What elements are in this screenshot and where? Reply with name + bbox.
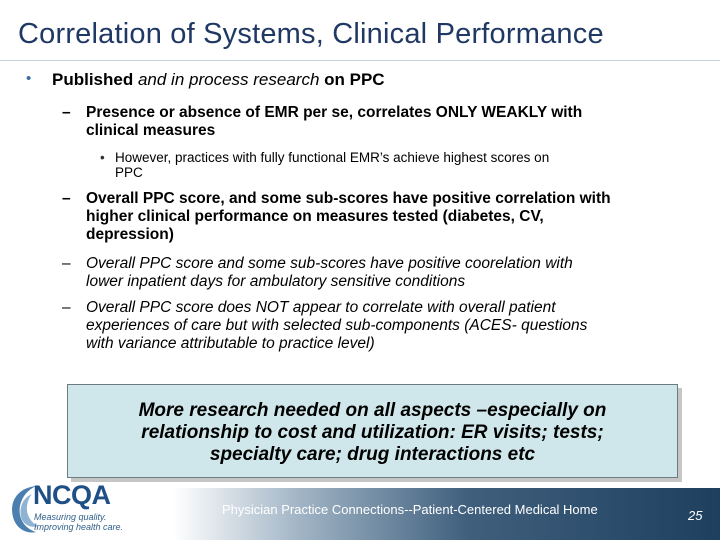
bullet-dot: •: [26, 70, 32, 87]
bullet-text: Published and in process research on PPC: [52, 70, 385, 90]
line: Overall PPC score and some sub-scores ha…: [86, 255, 573, 272]
dash-marker: –: [62, 104, 71, 121]
page-number: 25: [688, 508, 703, 523]
callout-text: More research needed on all aspects –esp…: [68, 400, 677, 466]
line: clinical measures: [86, 122, 216, 139]
footer-text: Physician Practice Connections--Patient-…: [222, 502, 598, 517]
subbullet-text: Overall PPC score, and some sub-scores h…: [86, 190, 686, 244]
line: Overall PPC score, and some sub-scores h…: [86, 190, 611, 207]
title-divider: [0, 60, 720, 61]
line: experiences of care but with selected su…: [86, 317, 588, 334]
line: higher clinical performance on measures …: [86, 208, 544, 225]
logo-wordmark: NCQA: [33, 480, 111, 510]
slide-title: Correlation of Systems, Clinical Perform…: [18, 18, 604, 50]
line: Overall PPC score does NOT appear to cor…: [86, 299, 556, 316]
ncqa-logo: NCQA Measuring quality. Improving health…: [6, 480, 126, 538]
line: However, practices with fully functional…: [115, 150, 550, 165]
logo-tagline-1: Measuring quality.: [34, 512, 107, 522]
bullet-text-part1: Published: [52, 70, 138, 89]
dash-marker: –: [62, 255, 71, 272]
line: PPC: [115, 165, 143, 180]
bullet-text-part3: on PPC: [324, 70, 385, 89]
line: Presence or absence of EMR per se, corre…: [86, 104, 583, 121]
subsub-dot: •: [100, 150, 105, 165]
line: specialty care; drug interactions etc: [209, 444, 536, 465]
bullet-text-part2: and in process research: [137, 70, 325, 89]
subsub-text: However, practices with fully functional…: [115, 150, 690, 180]
swirl-icon: [12, 486, 38, 533]
dash-marker: –: [62, 299, 71, 316]
dash-marker: –: [62, 190, 71, 207]
logo-tagline-2: Improving health care.: [34, 522, 124, 532]
line: with variance attributable to practice l…: [86, 335, 375, 352]
line: More research needed on all aspects –esp…: [138, 400, 607, 421]
line: depression): [86, 226, 174, 243]
subbullet-text: Overall PPC score does NOT appear to cor…: [86, 299, 686, 353]
callout-box: More research needed on all aspects –esp…: [67, 384, 678, 478]
footer-bar: Physician Practice Connections--Patient-…: [0, 488, 720, 540]
subbullet-text: Presence or absence of EMR per se, corre…: [86, 104, 686, 140]
subbullet-text: Overall PPC score and some sub-scores ha…: [86, 255, 686, 291]
line: relationship to cost and utilization: ER…: [141, 422, 604, 443]
line: lower inpatient days for ambulatory sens…: [86, 273, 466, 290]
